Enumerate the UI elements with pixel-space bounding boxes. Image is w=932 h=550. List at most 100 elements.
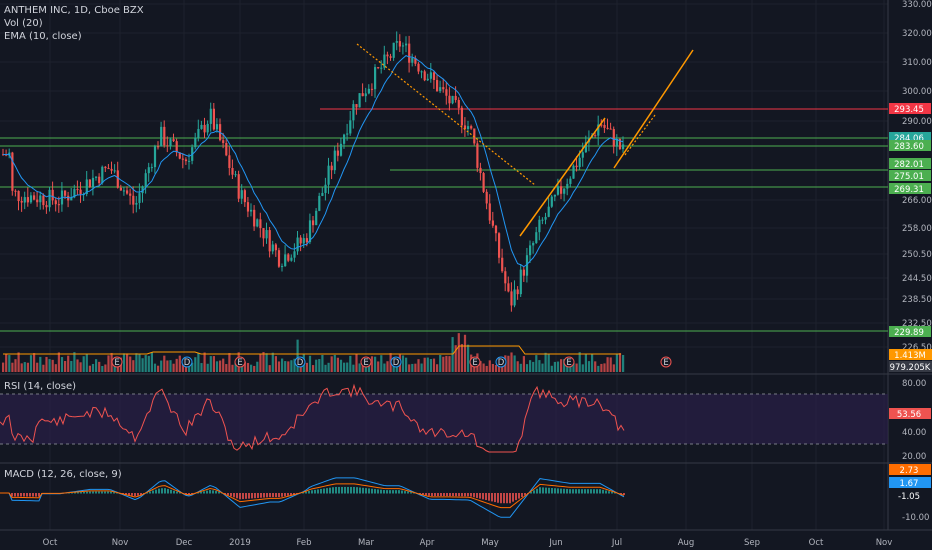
- candle-body: [547, 206, 550, 217]
- volume-bar: [609, 357, 612, 372]
- candle-body: [479, 167, 482, 174]
- time-tick-label: Aug: [678, 538, 695, 548]
- rsi-legend: RSI (14, close): [4, 381, 77, 392]
- price-tick-label: 290.00: [902, 117, 932, 127]
- macd-histogram-bar: [473, 493, 475, 498]
- macd-histogram-bar: [503, 493, 505, 504]
- macd-histogram-bar: [212, 490, 214, 494]
- macd-histogram-bar: [545, 487, 547, 494]
- macd-histogram-bar: [614, 492, 616, 494]
- macd-histogram-bar: [320, 488, 322, 494]
- candle-body: [101, 166, 104, 184]
- volume-bar: [563, 359, 566, 372]
- candle-body: [237, 174, 240, 199]
- macd-histogram-bar: [215, 490, 217, 494]
- candle-body: [612, 129, 615, 147]
- candle-body: [343, 134, 346, 144]
- macd-tag: [889, 464, 931, 475]
- volume-bar: [324, 364, 327, 372]
- volume-bar: [42, 364, 45, 372]
- volume-bar: [429, 358, 432, 372]
- macd-histogram-bar: [551, 488, 553, 494]
- volume-bar: [70, 360, 73, 372]
- macd-histogram-bar: [227, 493, 229, 496]
- price-axis[interactable]: 330.00 320.00 310.00 300.00 290.00 266.00 258.…: [889, 0, 932, 523]
- macd-histogram-bar: [356, 487, 358, 494]
- candle-body: [358, 93, 361, 108]
- volume-bar: [377, 361, 380, 372]
- volume-bar: [445, 355, 448, 372]
- symbol-title: ANTHEM INC, 1D, Cboe BZX: [4, 5, 144, 16]
- volume-bar: [594, 361, 597, 372]
- macd-histogram-bar: [341, 486, 343, 494]
- price-tick-label: 300.00: [902, 87, 932, 97]
- symbol-legend[interactable]: ANTHEM INC, 1D, Cboe BZX Vol (20) EMA (1…: [4, 4, 144, 43]
- volume-bar: [553, 361, 556, 372]
- candle-body: [398, 41, 401, 47]
- macd-histogram-bar: [575, 489, 577, 494]
- trend-lines[interactable]: [356, 43, 694, 237]
- candle-body: [556, 186, 560, 195]
- time-axis[interactable]: Oct Nov Dec 2019 Feb Mar Apr May Jun Jul Aug Sep Oct…: [43, 538, 893, 548]
- macd-histogram-bar: [458, 493, 460, 497]
- macd-histogram-bar: [11, 493, 13, 497]
- candle-body: [315, 210, 318, 226]
- volume-bar: [501, 363, 504, 372]
- volume-bar: [14, 359, 17, 372]
- volume-bar: [414, 363, 417, 372]
- volume-bar: [535, 355, 538, 372]
- candle-body: [436, 80, 439, 92]
- candle-body: [147, 167, 150, 174]
- price-tag-label: 229.89: [894, 328, 924, 338]
- volume-bar: [364, 364, 367, 372]
- volume-bar: [163, 355, 166, 372]
- macd-histogram-bar: [155, 489, 157, 494]
- macd-histogram-bar: [362, 487, 364, 494]
- volume-bar: [547, 354, 550, 372]
- macd-histogram-bar: [413, 492, 415, 494]
- candle-body: [116, 170, 119, 188]
- candle-body: [330, 165, 333, 171]
- volume-bar: [513, 355, 516, 372]
- event-marker-circle: [294, 356, 306, 368]
- macd-histogram-bar: [35, 493, 37, 497]
- volume-bar: [448, 356, 451, 372]
- macd-histogram-bar: [581, 489, 583, 494]
- volume-bar: [23, 362, 26, 372]
- volume-ma-line: [3, 345, 621, 355]
- volume-bar: [268, 365, 271, 372]
- volume-bar: [138, 354, 141, 372]
- price-tick-label: 250.50: [902, 250, 932, 260]
- macd-histogram-bar: [95, 491, 97, 494]
- volume-bar: [603, 363, 606, 372]
- trendline-up: [519, 117, 606, 237]
- macd-histogram-bar: [20, 493, 22, 497]
- volume-bar: [600, 363, 603, 372]
- candle-body: [20, 201, 23, 203]
- macd-histogram-bar: [236, 493, 238, 499]
- volume-bar: [95, 359, 98, 372]
- candle-body: [594, 135, 597, 137]
- candle-body: [467, 126, 470, 129]
- candle-body: [578, 157, 581, 168]
- macd-tag-label: 1.67: [900, 479, 919, 489]
- macd-histogram-bar: [437, 493, 439, 497]
- macd-histogram-bar: [521, 493, 523, 498]
- candle-body: [339, 143, 343, 156]
- volume-bar: [45, 356, 48, 372]
- macd-histogram-bar: [290, 493, 292, 496]
- candle-body: [135, 202, 138, 205]
- macd-histogram-bar: [146, 492, 148, 494]
- candle-body: [513, 289, 516, 306]
- volume-bar: [525, 364, 529, 372]
- macd-histogram-bar: [77, 492, 79, 494]
- time-tick-label: Nov: [112, 538, 129, 548]
- macd-histogram-bar: [152, 490, 154, 494]
- price-tag-label: 284.06: [894, 134, 924, 144]
- macd-histogram-bar: [323, 488, 325, 494]
- macd-histogram-bar: [23, 493, 25, 497]
- macd-histogram-bar: [83, 491, 85, 494]
- candle-body: [516, 289, 519, 295]
